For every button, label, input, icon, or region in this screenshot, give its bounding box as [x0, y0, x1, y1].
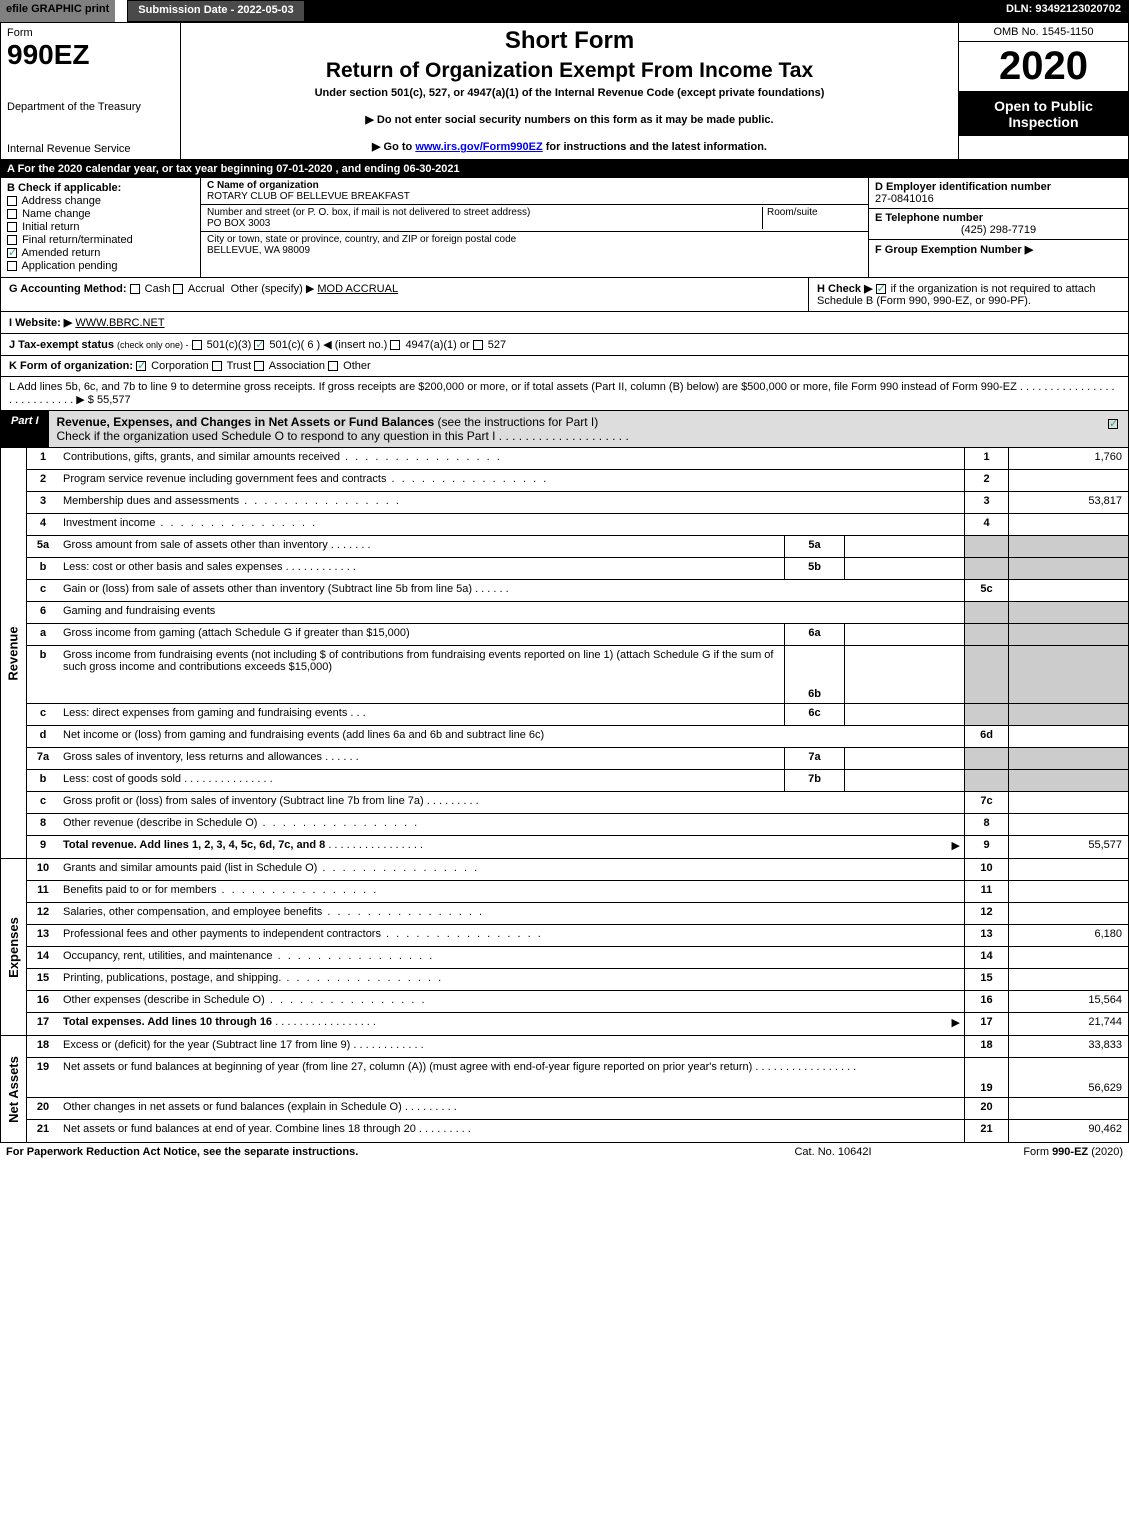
chk-h[interactable]: [876, 284, 886, 294]
i-website: I Website: ▶ WWW.BBRC.NET: [1, 312, 1128, 334]
website-value[interactable]: WWW.BBRC.NET: [75, 317, 164, 329]
irs-link[interactable]: www.irs.gov/Form990EZ: [415, 141, 542, 153]
street-label: Number and street (or P. O. box, if mail…: [207, 207, 762, 218]
val-15: [1008, 969, 1128, 990]
chk-association[interactable]: [254, 361, 264, 371]
org-name: ROTARY CLUB OF BELLEVUE BREAKFAST: [207, 191, 862, 202]
val-6d: [1008, 726, 1128, 747]
dln-label: DLN: 93492123020702: [998, 0, 1129, 22]
val-5c: [1008, 580, 1128, 601]
form-header: Form 990EZ Department of the Treasury In…: [1, 23, 1128, 160]
val-4: [1008, 514, 1128, 535]
chk-4947[interactable]: [390, 340, 400, 350]
dept-irs: Internal Revenue Service: [7, 143, 174, 155]
block-b-thru-f: B Check if applicable: Address change Na…: [1, 178, 1128, 278]
chk-trust[interactable]: [212, 361, 222, 371]
chk-501c[interactable]: [254, 340, 264, 350]
side-revenue: Revenue: [6, 626, 21, 680]
chk-application-pending[interactable]: Application pending: [7, 260, 194, 272]
paperwork-notice: For Paperwork Reduction Act Notice, see …: [6, 1146, 723, 1158]
b-label: B Check if applicable:: [7, 182, 194, 194]
chk-corporation[interactable]: [136, 361, 146, 371]
short-form-title: Short Form: [185, 27, 954, 55]
chk-name-change[interactable]: Name change: [7, 208, 194, 220]
val-21: 90,462: [1008, 1120, 1128, 1142]
ssn-warning: ▶ Do not enter social security numbers o…: [185, 113, 954, 126]
g-accounting-method: G Accounting Method: Cash Accrual Other …: [1, 278, 808, 311]
city-label: City or town, state or province, country…: [207, 234, 862, 245]
chk-527[interactable]: [473, 340, 483, 350]
form-word: Form: [7, 27, 174, 39]
row-a-tax-year: A For the 2020 calendar year, or tax yea…: [1, 160, 1128, 178]
net-assets-section: Net Assets 18Excess or (deficit) for the…: [1, 1036, 1128, 1142]
d-ein-value: 27-0841016: [875, 193, 1122, 205]
val-19: 56,629: [1008, 1058, 1128, 1097]
val-18: 33,833: [1008, 1036, 1128, 1057]
street-value: PO BOX 3003: [207, 218, 762, 229]
revenue-section: Revenue 1Contributions, gifts, grants, a…: [1, 448, 1128, 859]
chk-initial-return[interactable]: Initial return: [7, 221, 194, 233]
form-number: 990EZ: [7, 39, 174, 71]
chk-501c3[interactable]: [192, 340, 202, 350]
chk-cash[interactable]: [130, 284, 140, 294]
chk-schedule-o[interactable]: [1108, 419, 1118, 429]
val-3: 53,817: [1008, 492, 1128, 513]
top-bar: efile GRAPHIC print Submission Date - 20…: [0, 0, 1129, 22]
part-1-tab: Part I: [1, 411, 49, 447]
cat-no: Cat. No. 10642I: [723, 1146, 943, 1158]
part-1-header: Part I Revenue, Expenses, and Changes in…: [1, 411, 1128, 448]
tax-year: 2020: [959, 42, 1128, 92]
chk-accrual[interactable]: [173, 284, 183, 294]
omb-number: OMB No. 1545-1150: [959, 23, 1128, 42]
k-form-of-org: K Form of organization: Corporation Trus…: [1, 356, 1128, 377]
open-to-public: Open to Public Inspection: [959, 92, 1128, 136]
chk-final-return[interactable]: Final return/terminated: [7, 234, 194, 246]
val-2: [1008, 470, 1128, 491]
val-1: 1,760: [1008, 448, 1128, 469]
under-section: Under section 501(c), 527, or 4947(a)(1)…: [185, 87, 954, 99]
val-17: 21,744: [1008, 1013, 1128, 1035]
expenses-section: Expenses 10Grants and similar amounts pa…: [1, 859, 1128, 1036]
val-7c: [1008, 792, 1128, 813]
side-net-assets: Net Assets: [6, 1056, 21, 1123]
l-value: 55,577: [97, 394, 131, 406]
goto-link-line: ▶ Go to www.irs.gov/Form990EZ for instru…: [185, 140, 954, 153]
val-14: [1008, 947, 1128, 968]
submission-date-button[interactable]: Submission Date - 2022-05-03: [127, 0, 304, 22]
val-16: 15,564: [1008, 991, 1128, 1012]
val-12: [1008, 903, 1128, 924]
other-method-value: MOD ACCRUAL: [317, 283, 398, 295]
val-9: 55,577: [1008, 836, 1128, 858]
spacer-white: [115, 0, 127, 22]
city-value: BELLEVUE, WA 98009: [207, 245, 862, 256]
efile-label[interactable]: efile GRAPHIC print: [0, 0, 115, 22]
room-suite-label: Room/suite: [762, 207, 862, 229]
h-check: H Check ▶ if the organization is not req…: [808, 278, 1128, 311]
dept-treasury: Department of the Treasury: [7, 101, 174, 113]
return-title: Return of Organization Exempt From Incom…: [185, 59, 954, 83]
e-phone-value: (425) 298-7719: [875, 224, 1122, 236]
d-ein-label: D Employer identification number: [875, 181, 1122, 193]
c-label: C Name of organization: [207, 180, 862, 191]
val-13: 6,180: [1008, 925, 1128, 946]
val-8: [1008, 814, 1128, 835]
l-gross-receipts: L Add lines 5b, 6c, and 7b to line 9 to …: [1, 377, 1128, 411]
side-expenses: Expenses: [6, 917, 21, 978]
chk-other-org[interactable]: [328, 361, 338, 371]
val-11: [1008, 881, 1128, 902]
f-group-exemption: F Group Exemption Number ▶: [875, 243, 1122, 256]
j-tax-exempt: J Tax-exempt status (check only one) - 5…: [1, 334, 1128, 356]
chk-amended-return[interactable]: Amended return: [7, 247, 194, 259]
val-10: [1008, 859, 1128, 880]
e-phone-label: E Telephone number: [875, 212, 1122, 224]
page-footer: For Paperwork Reduction Act Notice, see …: [0, 1143, 1129, 1161]
form-ref: Form 990-EZ (2020): [943, 1146, 1123, 1158]
val-20: [1008, 1098, 1128, 1119]
chk-address-change[interactable]: Address change: [7, 195, 194, 207]
